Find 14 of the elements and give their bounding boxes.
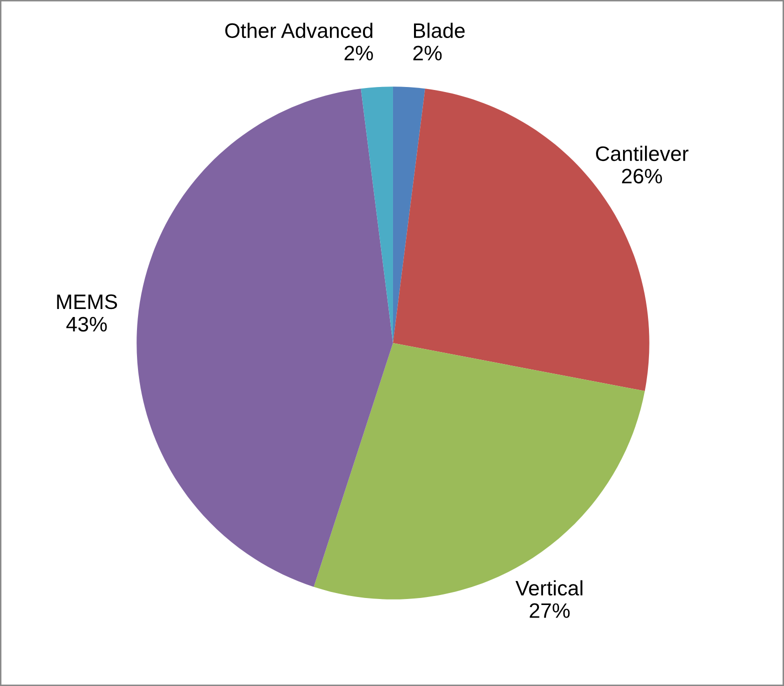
data-label: 2% (344, 46, 373, 60)
slice-label: Vertical (516, 580, 582, 596)
pie-slice (392, 86, 426, 343)
pie-slice (314, 343, 645, 600)
pie-slice (360, 86, 393, 343)
slice-label: Other Advanced (225, 22, 372, 38)
slice-label: MEMS (57, 294, 118, 310)
slice-label: Cantilever (596, 146, 688, 162)
data-label: 2% (413, 46, 442, 60)
data-label: 43% (66, 316, 107, 332)
data-label: 27% (530, 603, 570, 618)
data-label: 26% (622, 168, 662, 184)
pie-slice (136, 88, 393, 587)
slice-label: Blade (414, 22, 465, 38)
